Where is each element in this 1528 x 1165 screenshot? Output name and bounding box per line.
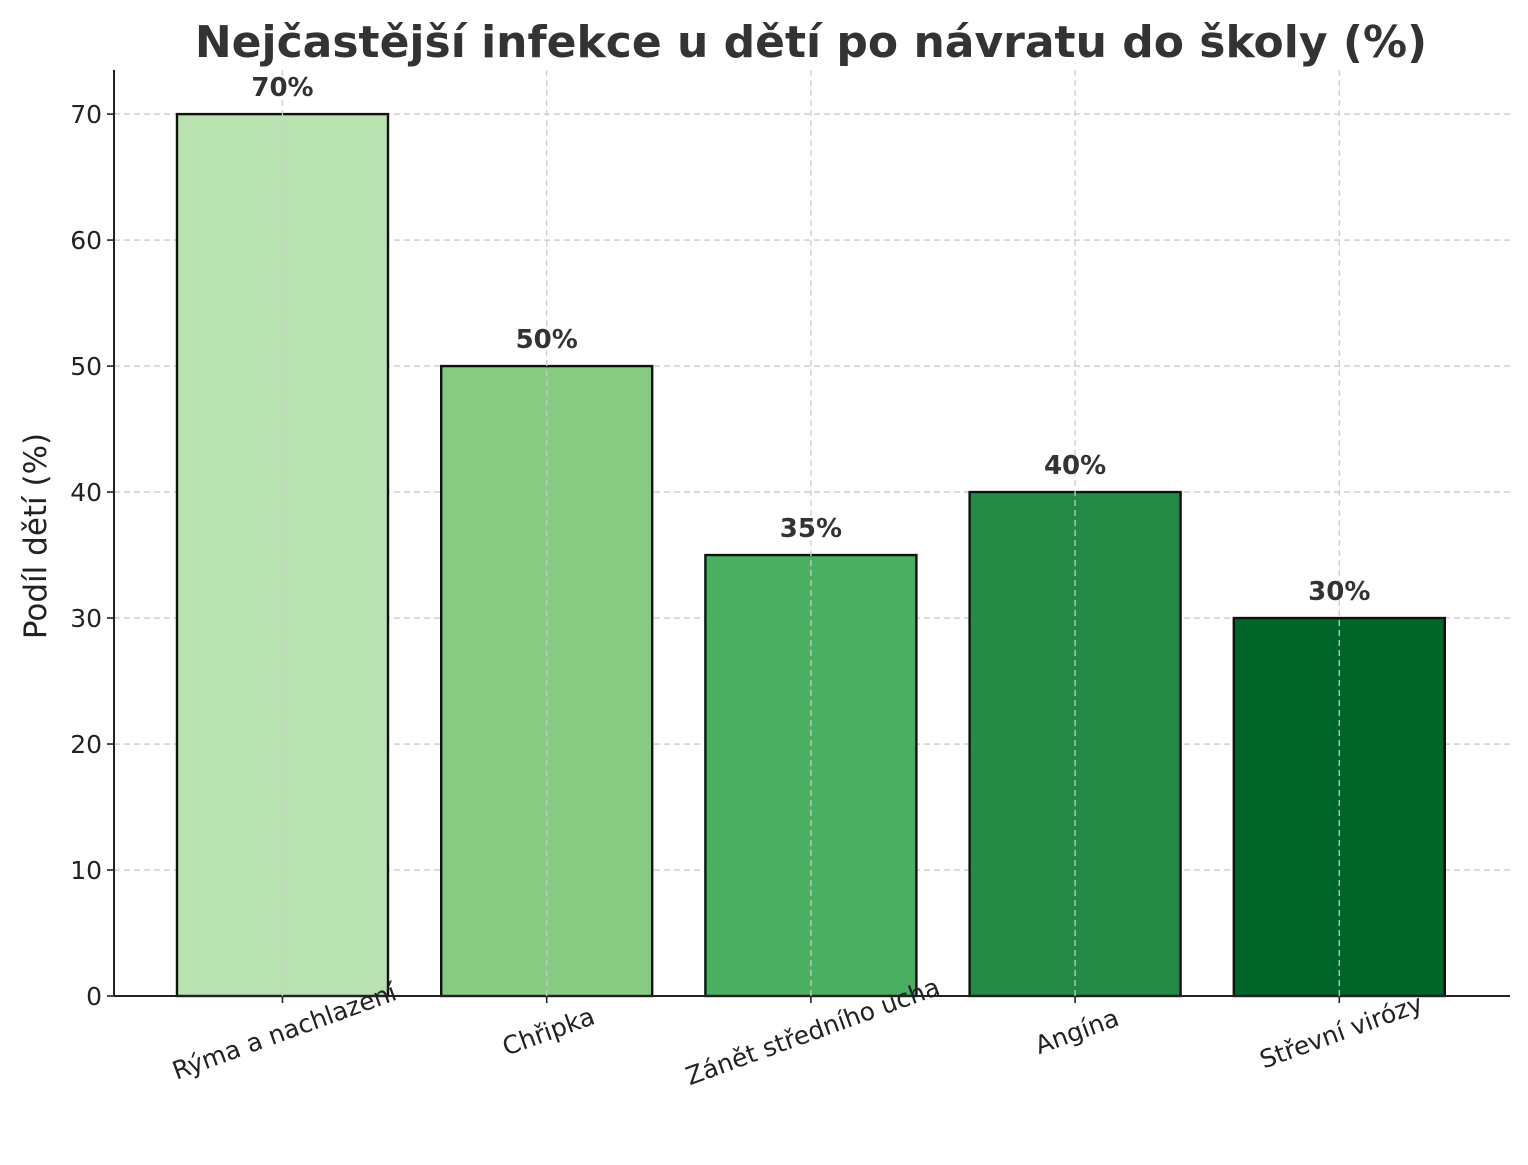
y-axis-label: Podíl dětí (%) (18, 433, 54, 639)
data-label: 40% (1044, 451, 1106, 481)
y-tick-label: 30 (70, 604, 102, 633)
data-label: 50% (516, 325, 578, 355)
y-tick-label: 40 (70, 478, 102, 507)
y-tick-label: 70 (70, 100, 102, 129)
y-tick-label: 50 (70, 352, 102, 381)
data-label: 35% (780, 514, 842, 544)
y-tick-label: 20 (70, 730, 102, 759)
axes (107, 70, 1510, 1003)
y-tick-label: 60 (70, 226, 102, 255)
chart-title: Nejčastější infekce u dětí po návratu do… (195, 17, 1427, 68)
data-label: 30% (1308, 577, 1370, 607)
y-tick-label: 10 (70, 856, 102, 885)
y-tick-label: 0 (86, 982, 102, 1011)
data-label: 70% (251, 73, 313, 103)
x-tick-label: Angína (1031, 1003, 1123, 1060)
x-tick-label: Střevní virózy (1256, 989, 1427, 1075)
x-tick-label: Chřipka (499, 1002, 599, 1062)
